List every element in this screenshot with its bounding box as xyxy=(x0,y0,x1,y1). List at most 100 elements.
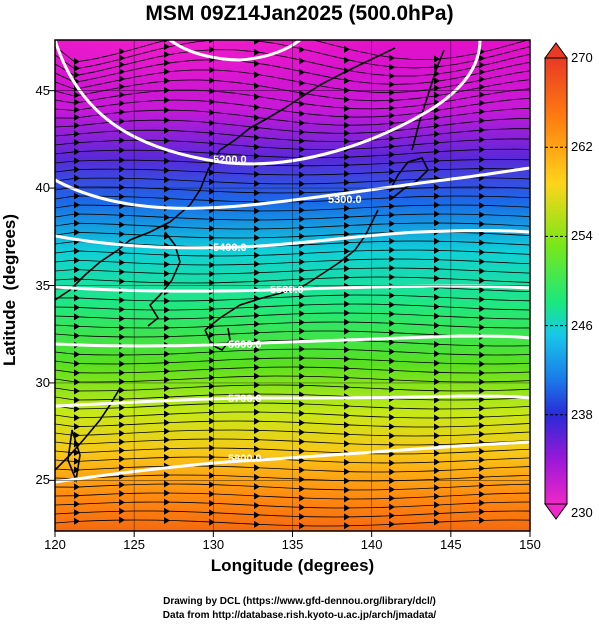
flow-arrow xyxy=(209,391,215,399)
flow-arrow xyxy=(254,93,260,101)
streamline xyxy=(55,366,530,374)
flow-arrow xyxy=(389,255,395,263)
flow-arrow xyxy=(299,447,305,455)
flow-arrow xyxy=(434,509,440,517)
flow-arrow xyxy=(74,332,80,340)
flow-arrow xyxy=(164,297,170,305)
streamline xyxy=(55,474,530,482)
flow-arrow xyxy=(164,176,170,184)
flow-arrow xyxy=(74,322,80,330)
flow-arrow xyxy=(299,189,305,197)
flow-arrow xyxy=(434,458,440,466)
flow-arrow xyxy=(434,77,440,85)
flow-arrow xyxy=(344,221,350,229)
flow-arrow xyxy=(299,400,305,408)
flow-arrow xyxy=(299,310,305,318)
flow-arrow xyxy=(74,201,80,209)
flow-arrow xyxy=(209,453,215,461)
flow-arrow xyxy=(164,393,170,401)
flow-arrow xyxy=(74,57,80,65)
flow-arrow xyxy=(479,387,485,395)
flow-arrow xyxy=(119,464,125,472)
streamline xyxy=(55,148,530,159)
flow-arrow xyxy=(479,508,485,516)
flow-arrow xyxy=(299,292,305,300)
flow-arrow xyxy=(344,196,350,204)
flow-arrow xyxy=(299,494,305,502)
colorbar-tick-label: 238 xyxy=(571,406,593,422)
flow-arrow xyxy=(389,291,395,299)
flow-arrow xyxy=(389,376,395,384)
flow-arrow xyxy=(344,458,350,466)
grid xyxy=(55,40,530,531)
streamline xyxy=(55,438,530,446)
flow-arrow xyxy=(344,170,350,178)
streamline xyxy=(55,393,530,401)
flow-arrow xyxy=(209,178,215,186)
flow-arrow xyxy=(74,387,80,395)
flow-arrow xyxy=(119,455,125,463)
flow-arrow xyxy=(344,121,350,129)
flow-arrow xyxy=(389,348,395,356)
flow-arrow xyxy=(209,119,215,127)
flow-arrow xyxy=(389,357,395,365)
y-tick-label: 25 xyxy=(35,472,50,488)
flow-arrow xyxy=(389,319,395,327)
flow-arrow xyxy=(434,350,440,358)
flow-arrow xyxy=(209,234,215,242)
contour-5800 xyxy=(55,440,530,484)
flow-arrow xyxy=(209,509,215,517)
flow-arrow xyxy=(434,396,440,404)
flow-arrow xyxy=(389,413,395,421)
flow-arrow xyxy=(164,507,170,515)
flow-arrow xyxy=(119,351,125,359)
flow-arrow xyxy=(164,419,170,427)
flow-arrow xyxy=(119,249,125,257)
streamline xyxy=(55,501,530,509)
flow-arrow xyxy=(119,395,125,403)
flow-arrow xyxy=(434,378,440,386)
flow-arrow xyxy=(434,492,440,500)
flow-arrow xyxy=(74,491,80,499)
flow-arrow xyxy=(434,91,440,99)
flow-arrow xyxy=(389,119,395,127)
flow-arrow xyxy=(254,114,260,122)
flow-arrow xyxy=(164,106,170,114)
flow-arrow xyxy=(254,311,260,319)
flow-arrow xyxy=(74,256,80,264)
flow-arrow xyxy=(479,83,485,91)
flow-arrow xyxy=(209,270,215,278)
flow-arrow xyxy=(299,145,305,153)
flow-arrow xyxy=(254,216,260,224)
flow-arrow xyxy=(389,486,395,494)
flow-arrow xyxy=(164,127,170,135)
y-axis-ticks xyxy=(49,90,55,481)
flow-arrow xyxy=(299,46,305,54)
flow-arrow xyxy=(254,473,260,481)
flow-arrow xyxy=(209,168,215,176)
flow-arrow xyxy=(389,459,395,467)
flow-arrow xyxy=(164,166,170,174)
flow-arrow xyxy=(344,522,350,530)
contour-5200 xyxy=(55,40,482,166)
flow-arrow xyxy=(74,303,80,311)
flow-arrow xyxy=(74,157,80,165)
flow-arrow xyxy=(119,156,125,164)
flow-arrow xyxy=(74,500,80,508)
flow-arrow xyxy=(479,413,485,421)
streamline xyxy=(55,456,530,464)
flow-arrow xyxy=(254,390,260,398)
flow-arrow xyxy=(299,354,305,362)
flow-arrow xyxy=(299,419,305,427)
streamline xyxy=(55,303,530,311)
flow-arrow xyxy=(254,82,260,90)
flow-arrow xyxy=(299,381,305,389)
flow-arrow xyxy=(254,381,260,389)
flow-arrow xyxy=(479,404,485,412)
coastline-honshu xyxy=(204,209,379,331)
flow-arrow xyxy=(434,122,440,130)
flow-arrow xyxy=(479,99,485,107)
flow-arrow xyxy=(299,466,305,474)
flow-arrow xyxy=(119,183,125,191)
flow-arrow xyxy=(434,183,440,191)
